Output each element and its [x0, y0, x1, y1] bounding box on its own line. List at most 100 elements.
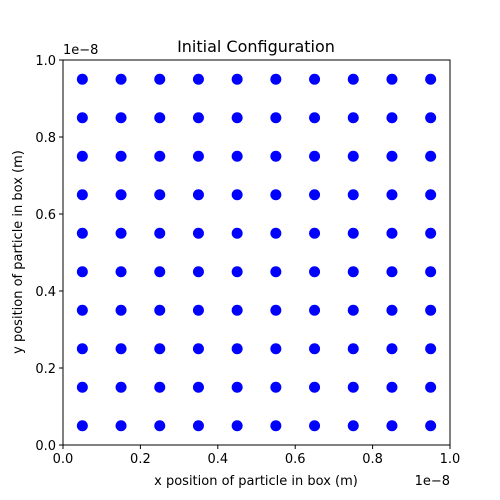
data-point	[232, 305, 243, 316]
data-point	[425, 112, 436, 123]
data-point	[309, 189, 320, 200]
data-point	[232, 382, 243, 393]
data-point	[425, 343, 436, 354]
data-point	[116, 266, 127, 277]
data-point	[154, 151, 165, 162]
data-point	[309, 74, 320, 85]
data-point	[77, 420, 88, 431]
data-point	[386, 266, 397, 277]
data-point	[386, 343, 397, 354]
data-point	[77, 228, 88, 239]
data-point	[425, 151, 436, 162]
data-point	[309, 266, 320, 277]
data-point	[154, 420, 165, 431]
data-point	[270, 420, 281, 431]
data-point	[77, 382, 88, 393]
data-point	[270, 228, 281, 239]
data-point	[309, 420, 320, 431]
data-point	[348, 228, 359, 239]
data-point	[270, 189, 281, 200]
data-points	[77, 74, 436, 432]
data-point	[116, 228, 127, 239]
data-point	[386, 189, 397, 200]
data-point	[386, 420, 397, 431]
data-point	[154, 189, 165, 200]
data-point	[348, 151, 359, 162]
data-point	[154, 74, 165, 85]
data-point	[193, 382, 204, 393]
y-axis-ticks: 0.0 0.2 0.4 0.6 0.8 1.0	[35, 54, 63, 454]
data-point	[270, 266, 281, 277]
x-tick-label: 0.0	[53, 452, 74, 467]
y-tick-label: 0.6	[35, 208, 56, 223]
data-point	[193, 112, 204, 123]
data-point	[309, 228, 320, 239]
data-point	[348, 305, 359, 316]
data-point	[154, 112, 165, 123]
data-point	[77, 343, 88, 354]
data-point	[193, 420, 204, 431]
data-point	[386, 151, 397, 162]
data-point	[232, 74, 243, 85]
data-point	[386, 382, 397, 393]
data-point	[232, 266, 243, 277]
data-point	[77, 189, 88, 200]
y-tick-label: 0.0	[35, 439, 56, 454]
data-point	[348, 74, 359, 85]
chart-title: Initial Configuration	[177, 37, 335, 56]
data-point	[270, 382, 281, 393]
data-point	[77, 305, 88, 316]
data-point	[348, 266, 359, 277]
y-axis-label: y position of particle in box (m)	[11, 150, 26, 354]
data-point	[232, 112, 243, 123]
x-offset-label: 1e−8	[415, 474, 450, 489]
data-point	[193, 266, 204, 277]
data-point	[116, 305, 127, 316]
y-tick-label: 0.2	[35, 362, 56, 377]
data-point	[193, 74, 204, 85]
y-offset-label: 1e−8	[63, 43, 98, 58]
data-point	[386, 228, 397, 239]
x-tick-label: 0.8	[362, 452, 383, 467]
data-point	[425, 266, 436, 277]
data-point	[116, 189, 127, 200]
data-point	[425, 189, 436, 200]
data-point	[425, 382, 436, 393]
data-point	[193, 305, 204, 316]
data-point	[77, 266, 88, 277]
data-point	[232, 189, 243, 200]
y-tick-label: 0.8	[35, 131, 56, 146]
x-tick-label: 0.2	[130, 452, 151, 467]
data-point	[193, 228, 204, 239]
y-tick-label: 1.0	[35, 54, 56, 69]
data-point	[309, 343, 320, 354]
data-point	[193, 343, 204, 354]
data-point	[232, 151, 243, 162]
data-point	[425, 420, 436, 431]
x-tick-label: 0.4	[207, 452, 228, 467]
data-point	[116, 151, 127, 162]
data-point	[116, 382, 127, 393]
data-point	[232, 343, 243, 354]
data-point	[232, 228, 243, 239]
data-point	[116, 74, 127, 85]
data-point	[270, 74, 281, 85]
y-tick-label: 0.4	[35, 285, 56, 300]
data-point	[270, 112, 281, 123]
data-point	[348, 420, 359, 431]
data-point	[77, 74, 88, 85]
data-point	[309, 151, 320, 162]
data-point	[348, 112, 359, 123]
data-point	[348, 382, 359, 393]
x-axis-label: x position of particle in box (m)	[154, 474, 358, 489]
data-point	[425, 228, 436, 239]
data-point	[154, 382, 165, 393]
x-tick-label: 0.6	[285, 452, 306, 467]
data-point	[386, 74, 397, 85]
data-point	[270, 151, 281, 162]
data-point	[116, 112, 127, 123]
data-point	[309, 382, 320, 393]
data-point	[77, 112, 88, 123]
data-point	[425, 74, 436, 85]
